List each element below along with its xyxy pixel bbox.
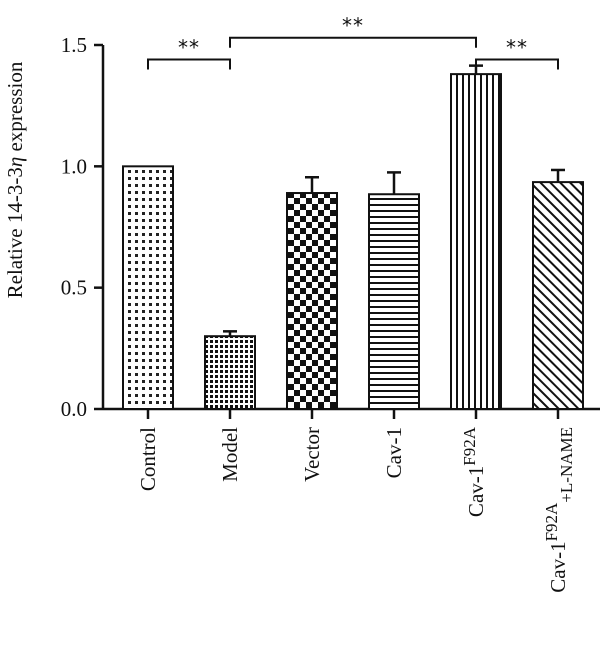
category-labels: Control Model Vector Cav-1 Cav-1F92A Cav-1F92… (136, 426, 576, 592)
significance-bracket (475, 58, 559, 70)
bar-cav-1 (368, 193, 420, 410)
x-axis (103, 407, 600, 419)
error-bars (223, 64, 565, 337)
bar-vector (286, 192, 338, 410)
category-label: Control (136, 427, 160, 491)
category-label: Vector (300, 427, 324, 482)
bar-cav-1f92a (450, 73, 502, 411)
y-axis-label-suffix: expression (3, 61, 27, 157)
bar-cav-1f92a-l-name (532, 181, 584, 410)
y-axis-label-prefix: Relative 14-3-3 (3, 167, 27, 298)
category-label: Model (218, 427, 242, 482)
significance-brackets: ** ** ** (147, 14, 559, 70)
bar-control (122, 165, 174, 410)
y-tick-label: 1.0 (61, 154, 87, 178)
significance-label: ** (506, 36, 528, 60)
significance-label: ** (342, 14, 364, 38)
significance-bracket (229, 36, 477, 48)
y-axis-label: Relative 14-3-3η expression (3, 61, 27, 298)
significance-bracket (147, 58, 231, 70)
bar-model (204, 335, 256, 411)
y-axis-label-symbol: η (3, 157, 27, 167)
y-tick-label: 1.5 (61, 33, 87, 57)
category-label: Cav-1F92A (460, 426, 488, 517)
y-tick-label: 0.5 (61, 276, 87, 300)
y-axis: 0.0 0.5 1.0 1.5 (61, 33, 105, 421)
y-tick-label: 0.0 (61, 397, 87, 421)
significance-label: ** (178, 36, 200, 60)
bars (122, 73, 584, 411)
category-label: Cav-1F92A+L-NAME (542, 427, 576, 593)
category-label: Cav-1 (382, 427, 406, 478)
